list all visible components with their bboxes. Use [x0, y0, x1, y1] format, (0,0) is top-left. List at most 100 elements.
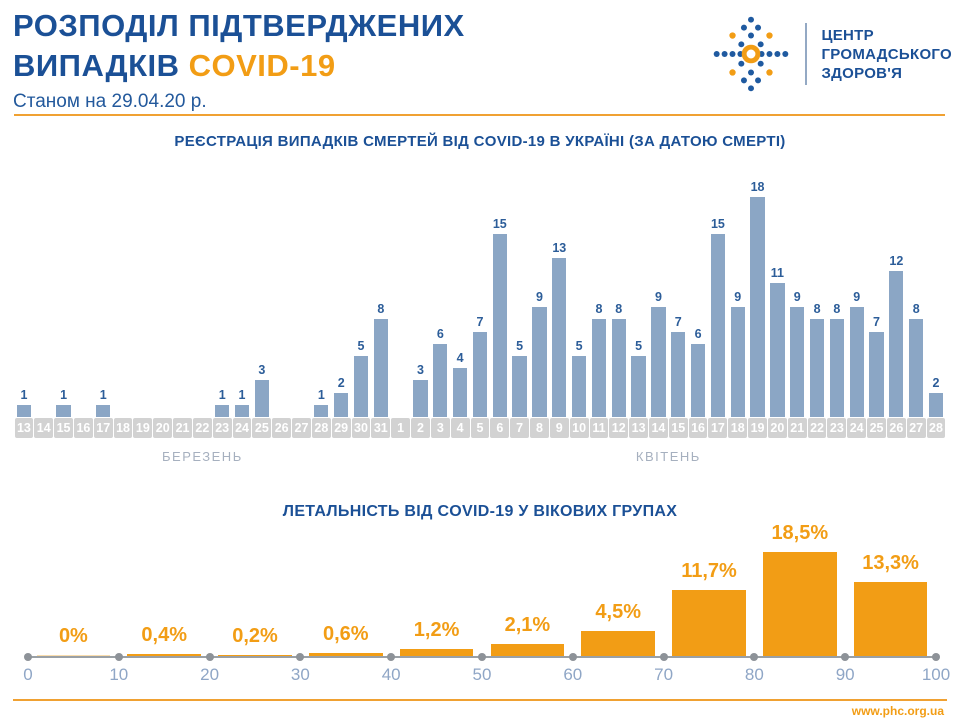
bar-value-label: 6: [694, 326, 702, 341]
axis-dot: [932, 653, 940, 661]
bar-slot: [272, 158, 292, 417]
bar-value-label: 13: [552, 241, 567, 256]
page-title-line1: РОЗПОДІЛ ПІДТВЕРДЖЕНИХ: [13, 8, 465, 43]
bar-value-label: 8: [615, 302, 623, 317]
bar-value-label: 7: [674, 314, 682, 329]
death-count-bar: [849, 307, 864, 417]
date-tick: 8: [530, 418, 549, 438]
death-count-bar: [571, 356, 587, 417]
header: РОЗПОДІЛ ПІДТВЕРДЖЕНИХ ВИПАДКІВ COVID-19…: [13, 6, 465, 113]
bar-slot: 18: [748, 158, 768, 417]
age-tick-label: 30: [290, 665, 310, 684]
deaths-chart-month-labels: БЕРЕЗЕНЬ КВІТЕНЬ: [14, 449, 946, 465]
bar-slot: 1: [232, 158, 252, 417]
lethality-value-label: 1,2%: [413, 619, 460, 642]
date-tick: 27: [292, 418, 311, 438]
death-count-bar: [889, 270, 904, 417]
deaths-chart-axis: 13 14 15 16 17 18 19 20 21 22 23 24 25 26 27 28 29 30 31 1 2…: [14, 418, 946, 438]
date-tick: 14: [649, 418, 668, 438]
bar-value-label: 1: [99, 387, 107, 402]
bar-value-label: 18: [750, 180, 765, 195]
death-count-bar: [869, 331, 884, 417]
lethality-value-label: 2,1%: [504, 614, 551, 637]
bar-value-label: 7: [873, 314, 880, 329]
bar-value-label: 6: [436, 326, 444, 341]
lethality-bar: [309, 652, 383, 656]
date-tick: 16: [73, 418, 93, 438]
bar-slot: 5: [351, 158, 371, 417]
lethality-bar: [399, 649, 474, 656]
bar-value-label: 2: [932, 375, 940, 390]
bar-slot: [153, 158, 173, 417]
bar-slot: 5: [569, 158, 589, 417]
lethality-bar: [581, 630, 655, 656]
date-tick: 24: [232, 418, 252, 438]
death-count-bar: [790, 307, 805, 417]
death-count-bar: [314, 404, 329, 417]
bar-slot: 9: [530, 158, 550, 417]
bar-value-label: 9: [734, 290, 742, 305]
axis-dot: [387, 653, 396, 661]
axis-dot: [568, 653, 577, 661]
bar-slot: 1: [311, 158, 331, 417]
date-tick: 15: [668, 418, 688, 438]
org-name-line2: ГРОМАДСЬКОГО: [821, 45, 952, 63]
death-count-bar: [353, 356, 369, 417]
date-tick: 20: [153, 418, 173, 438]
date-tick: 21: [787, 418, 807, 438]
bar-slot: 9: [649, 158, 669, 417]
lethality-bar: [853, 581, 928, 656]
bar-value-label: 8: [813, 302, 821, 317]
date-tick: 19: [748, 418, 767, 438]
death-count-bar: [453, 368, 468, 417]
bar-slot: [292, 158, 312, 417]
bar-value-label: 1: [317, 387, 325, 402]
date-tick: 22: [192, 418, 212, 438]
lethality-value-label: 18,5%: [771, 522, 829, 545]
date-tick: 23: [212, 418, 232, 438]
axis-dot: [114, 653, 123, 661]
bar-slot: 15: [490, 158, 510, 417]
bar-slot: 3: [252, 158, 272, 417]
org-name-line1: ЦЕНТР: [821, 26, 874, 44]
age-tick-label: 0: [23, 665, 33, 684]
bar-slot: [113, 158, 133, 417]
death-count-bar: [730, 307, 745, 417]
death-count-bar: [433, 343, 448, 417]
axis-dot: [478, 653, 486, 661]
bar-value-label: 1: [20, 387, 28, 402]
date-tick: 7: [510, 418, 530, 438]
date-tick: 20: [767, 418, 787, 438]
death-count-bar: [809, 319, 825, 417]
lethality-bar: [490, 644, 565, 656]
age-tick-label: 70: [654, 665, 674, 684]
death-count-bar: [829, 319, 844, 417]
bar-value-label: 2: [337, 375, 345, 390]
death-count-bar: [928, 392, 944, 417]
date-tick: 16: [688, 418, 708, 438]
bar-value-label: 9: [535, 290, 543, 305]
age-tick-label: 100: [921, 665, 951, 684]
age-tick-label: 90: [835, 665, 855, 684]
lethality-bar: [672, 590, 746, 656]
org-name-line3: ЗДОРОВ'Я: [821, 64, 903, 82]
bar-slot: 5: [510, 158, 530, 417]
lethality-value-label: 0,6%: [323, 622, 369, 645]
bar-slot: 9: [728, 158, 748, 417]
death-count-bar: [770, 282, 785, 417]
bar-slot: 12: [886, 158, 906, 417]
lethality-bar: [127, 653, 201, 656]
lethality-value-label: 4,5%: [595, 600, 641, 623]
date-tick: 17: [708, 418, 728, 438]
lethality-chart-title: ЛЕТАЛЬНІСТЬ ВІД COVID-19 У ВІКОВИХ ГРУПА…: [282, 503, 678, 520]
bar-value-label: 3: [417, 363, 424, 378]
lethality-bar: [36, 655, 111, 656]
bar-slot: 15: [708, 158, 728, 417]
bar-slot: 9: [847, 158, 867, 417]
lethality-bar: [218, 654, 292, 656]
lethality-value-label: 0,2%: [232, 624, 278, 647]
bar-slot: [173, 158, 193, 417]
date-tick: 24: [847, 418, 867, 438]
bar-slot: 7: [470, 158, 490, 417]
website-url: www.phc.org.ua: [851, 704, 944, 718]
